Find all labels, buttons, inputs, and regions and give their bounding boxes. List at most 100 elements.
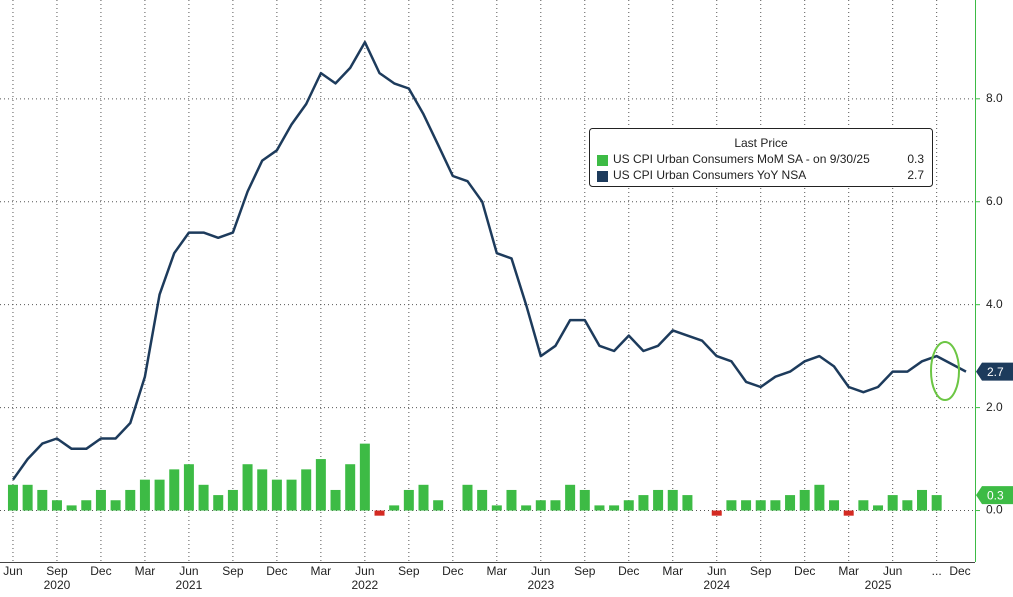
bar (359, 443, 370, 511)
y-tick-label: 8.0 (986, 91, 1003, 105)
y-tick-label: 6.0 (986, 194, 1003, 208)
x-tick-label: Dec (90, 564, 111, 578)
bar (315, 459, 326, 511)
legend-value: 2.7 (907, 168, 924, 182)
bar (22, 484, 33, 511)
bar (125, 489, 136, 511)
year-label: 2020 (44, 578, 71, 592)
bar (902, 500, 913, 511)
y-tick-label: 4.0 (986, 297, 1003, 311)
x-tick-label: Sep (750, 564, 772, 578)
bar (227, 489, 238, 511)
y-tick-label: 2.0 (986, 400, 1003, 414)
bar (403, 489, 414, 511)
bar (726, 500, 737, 511)
x-tick-label: Jun (179, 564, 198, 578)
x-tick-label: Dec (618, 564, 639, 578)
bar (7, 484, 18, 511)
bar (389, 505, 400, 511)
highlight-ellipse (930, 341, 960, 401)
bar (37, 489, 48, 511)
x-tick-label: Mar (838, 564, 859, 578)
year-label: 2021 (176, 578, 203, 592)
bar (257, 469, 268, 511)
bar (462, 484, 473, 511)
x-tick-label: Mar (135, 564, 156, 578)
bar (491, 505, 502, 511)
bar (51, 500, 62, 511)
x-tick-label: Mar (662, 564, 683, 578)
legend-swatch (597, 155, 608, 166)
bar (95, 489, 106, 511)
y-tick-label: 0.0 (986, 503, 1003, 517)
bar (785, 495, 796, 511)
bar (682, 495, 693, 511)
bar (183, 464, 194, 511)
bar (594, 505, 605, 511)
bar (917, 489, 928, 511)
bar (330, 489, 341, 511)
year-label: 2022 (352, 578, 379, 592)
bar (550, 500, 561, 511)
bar (139, 479, 150, 511)
bar (81, 500, 92, 511)
legend-label: US CPI Urban Consumers YoY NSA (613, 168, 806, 182)
bar (374, 510, 385, 516)
bar (741, 500, 752, 511)
bar (843, 510, 854, 516)
bar (418, 484, 429, 511)
bar (110, 500, 121, 511)
last-value-tag (976, 362, 1013, 381)
bar (433, 500, 444, 511)
bar (565, 484, 576, 511)
bar (521, 505, 532, 511)
line (11, 40, 967, 481)
x-tick-label: Sep (574, 564, 596, 578)
bar (535, 500, 546, 511)
x-tick-label: Jun (707, 564, 726, 578)
x-tick-label: Sep (46, 564, 68, 578)
x-tick-label: Sep (222, 564, 244, 578)
x-tick-label: Mar (486, 564, 507, 578)
bar (169, 469, 180, 511)
bar (711, 510, 722, 516)
last-value-label: 2.7 (987, 365, 1004, 379)
x-tick-label: ... (932, 564, 942, 578)
bar (213, 495, 224, 511)
legend-value: 0.3 (907, 152, 924, 166)
bar (873, 505, 884, 511)
bar (198, 484, 209, 511)
x-tick-label: Dec (266, 564, 287, 578)
legend-box (589, 128, 933, 187)
legend: Last Price US CPI Urban Consumers MoM SA… (589, 128, 933, 187)
bar (770, 500, 781, 511)
x-tick-label: Dec (442, 564, 463, 578)
x-tick-label: Sep (398, 564, 420, 578)
bar (609, 505, 620, 511)
bar (154, 479, 165, 511)
bar (931, 495, 942, 511)
x-tick-label: Jun (355, 564, 374, 578)
bar (579, 489, 590, 511)
last-value-tag (976, 486, 1013, 505)
bar (799, 489, 810, 511)
bar (887, 495, 898, 511)
bar (506, 489, 517, 511)
plot-layer (0, 0, 975, 562)
bar (623, 500, 634, 511)
x-tick-label: Dec (794, 564, 815, 578)
bar (814, 484, 825, 511)
year-label: 2024 (703, 578, 730, 592)
bar (858, 500, 869, 511)
year-label: 2025 (865, 578, 892, 592)
legend-label: US CPI Urban Consumers MoM SA - on 9/30/… (613, 152, 870, 166)
bar (301, 469, 312, 511)
bar (286, 479, 297, 511)
bar (477, 489, 488, 511)
bar (242, 464, 253, 511)
bar (271, 479, 282, 511)
bar (638, 495, 649, 511)
x-tick-label: Mar (311, 564, 332, 578)
year-label: 2023 (527, 578, 554, 592)
